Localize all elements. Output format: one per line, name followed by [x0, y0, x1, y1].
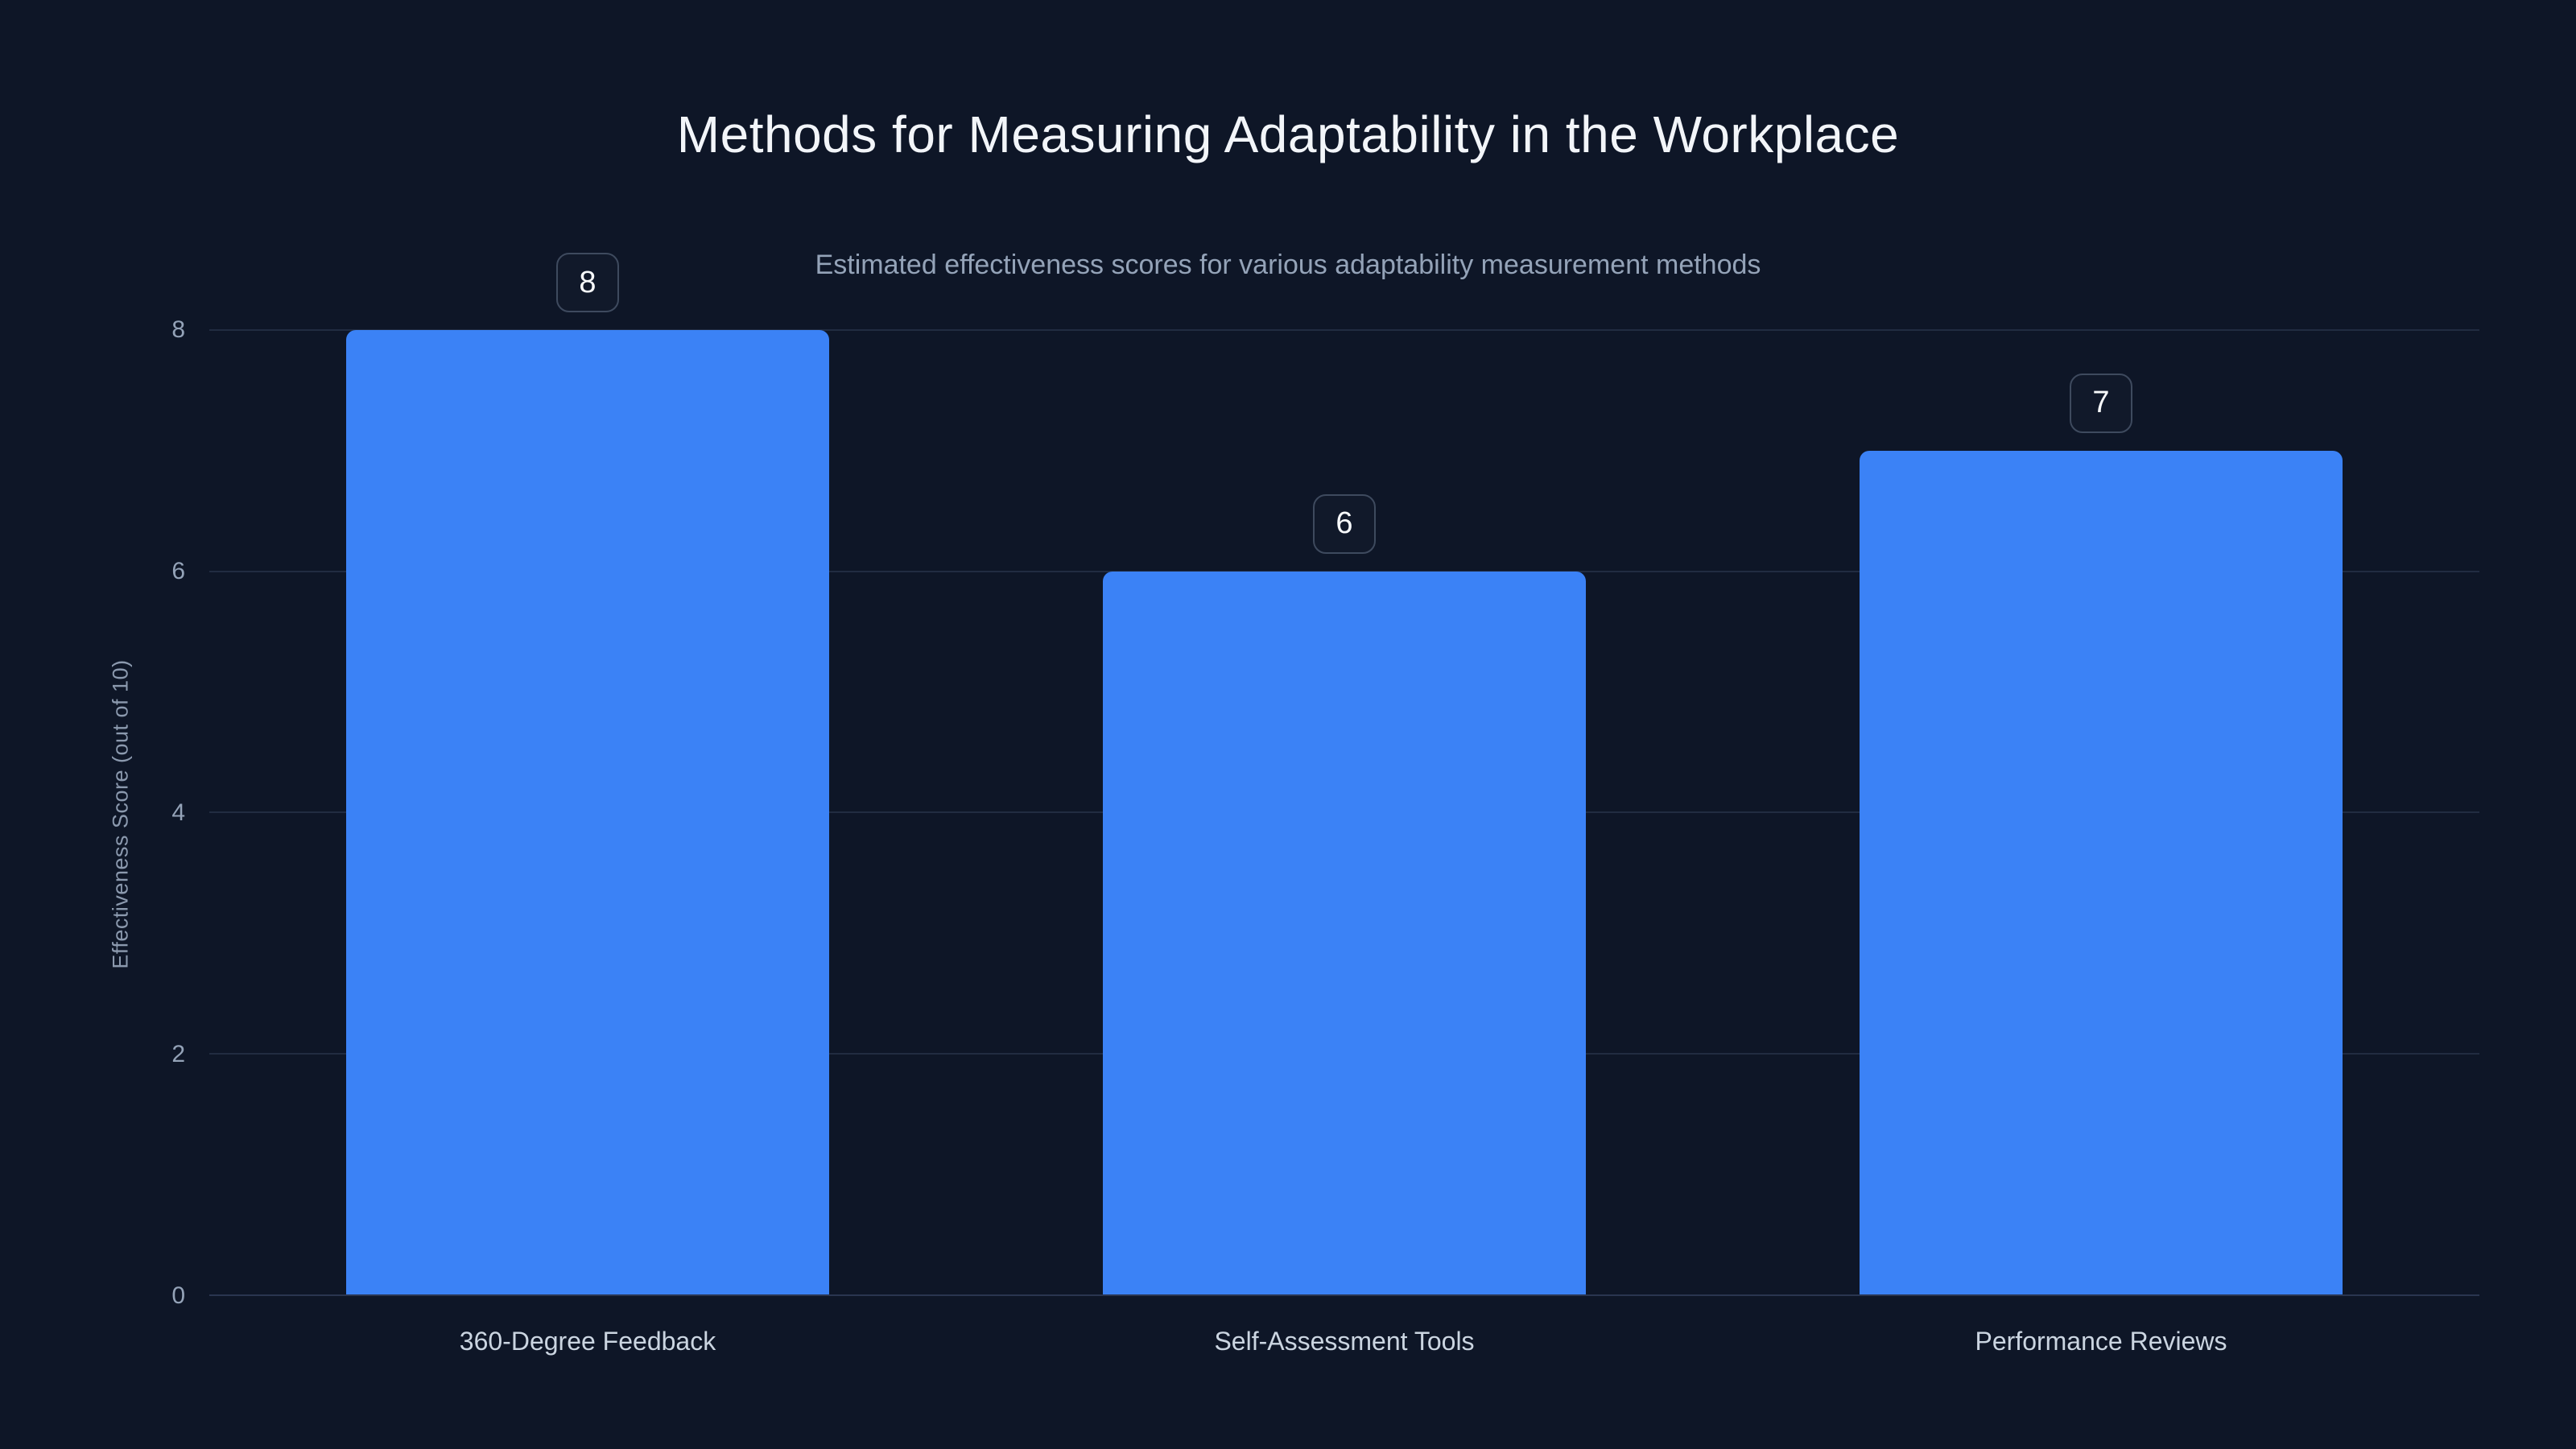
bar-column: 8 — [209, 253, 966, 1294]
chart-subtitle: Estimated effectiveness scores for vario… — [815, 250, 1761, 280]
bar — [1860, 450, 2343, 1294]
x-tick-label: Performance Reviews — [1975, 1327, 2227, 1356]
y-axis: 0 2 4 6 8 — [0, 316, 185, 1309]
gridline — [209, 329, 2479, 331]
plot-area: 8 6 7 — [209, 253, 2479, 1296]
x-tick-label: 360-Degree Feedback — [459, 1327, 716, 1356]
x-tick-label: Self-Assessment Tools — [1214, 1327, 1475, 1356]
bar-value-badge: 7 — [2070, 373, 2132, 433]
bar — [346, 330, 829, 1294]
bars-row: 8 6 7 — [209, 253, 2479, 1294]
y-tick-label: 2 — [171, 1041, 185, 1067]
bar-column: 7 — [1723, 330, 2479, 1294]
bar-value-badge: 6 — [1313, 493, 1376, 554]
y-tick-label: 0 — [171, 1282, 185, 1309]
y-tick-label: 8 — [171, 316, 185, 343]
y-tick-label: 6 — [171, 558, 185, 584]
chart-title: Methods for Measuring Adaptability in th… — [676, 105, 1900, 163]
bar-value-badge: 8 — [556, 253, 619, 312]
bar-column: 6 — [966, 330, 1723, 1294]
x-axis: 360-Degree Feedback Self-Assessment Tools… — [209, 1298, 2479, 1356]
y-tick-label: 4 — [171, 799, 185, 826]
bar — [1103, 571, 1586, 1294]
